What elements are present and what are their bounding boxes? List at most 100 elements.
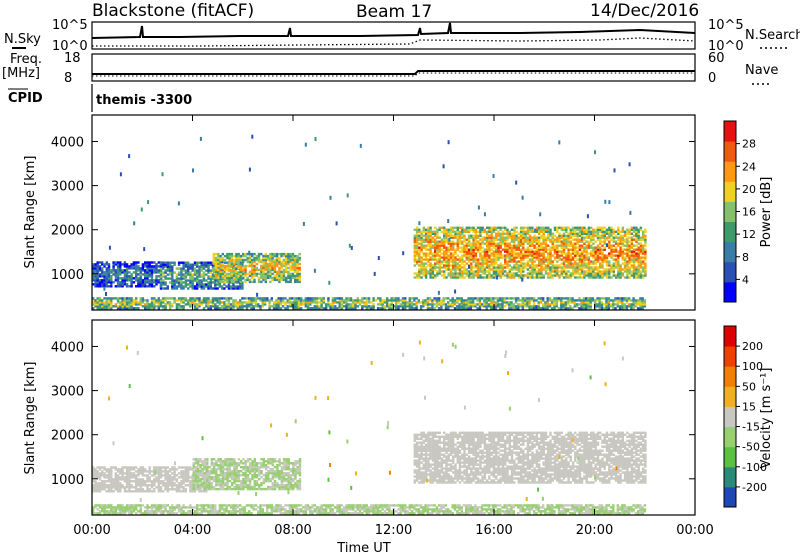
data-cell — [110, 474, 113, 477]
data-cell — [110, 303, 113, 306]
data-cell — [132, 468, 136, 471]
data-cell — [526, 264, 530, 267]
nsky-tick-bottom: 10^0 — [52, 39, 88, 54]
data-cell — [531, 272, 534, 275]
data-cell — [471, 303, 475, 306]
data-cell — [560, 262, 563, 265]
data-cell — [159, 470, 163, 473]
data-cell — [517, 270, 520, 273]
data-cell — [474, 252, 478, 255]
data-cell — [476, 266, 480, 269]
data-cell — [635, 230, 638, 233]
data-cell — [556, 250, 559, 253]
data-cell — [501, 226, 505, 229]
data-cell — [553, 248, 557, 251]
data-cell — [632, 254, 636, 257]
data-cell — [635, 238, 638, 241]
data-cell — [153, 307, 156, 310]
data-cell — [119, 490, 122, 493]
colorbar-swatch — [724, 281, 736, 303]
data-cell — [499, 299, 502, 302]
data-cell — [128, 470, 131, 473]
data-cell — [123, 283, 127, 286]
data-cell — [107, 484, 111, 487]
data-cell — [225, 305, 228, 308]
data-cell — [454, 230, 457, 233]
data-cell — [485, 305, 488, 308]
data-speck — [346, 193, 349, 198]
data-cell — [418, 252, 421, 255]
data-cell — [130, 480, 133, 483]
data-cell — [198, 303, 201, 306]
data-cell — [296, 280, 299, 284]
data-cell — [492, 260, 496, 263]
data-cell — [443, 254, 446, 257]
data-cell — [130, 277, 133, 280]
data-cell — [519, 226, 523, 229]
data-cell — [168, 261, 172, 264]
data-cell — [282, 258, 286, 262]
data-cell — [492, 226, 496, 229]
data-cell — [483, 272, 487, 275]
data-cell — [531, 258, 534, 261]
data-cell — [168, 273, 172, 276]
data-cell — [153, 269, 156, 272]
data-cell — [474, 303, 477, 306]
data-cell — [463, 272, 466, 275]
data-cell — [162, 273, 165, 276]
data-cell — [285, 280, 288, 284]
data-cell — [598, 303, 601, 306]
data-cell — [198, 269, 201, 272]
data-cell — [180, 480, 183, 483]
data-cell — [601, 232, 604, 235]
data-cell — [587, 234, 591, 237]
data-cell — [420, 250, 423, 253]
data-cell — [551, 274, 554, 277]
data-cell — [564, 297, 567, 300]
data-cell — [137, 279, 140, 282]
data-cell — [519, 228, 523, 231]
data-cell — [223, 271, 226, 274]
data-cell — [576, 236, 579, 239]
data-cell — [121, 470, 124, 473]
data-cell — [415, 234, 419, 237]
data-cell — [585, 252, 588, 255]
data-cell — [454, 226, 457, 229]
data-cell — [219, 270, 222, 274]
data-cell — [533, 266, 536, 269]
data-cell — [427, 226, 430, 229]
data-cell — [569, 305, 572, 308]
data-cell — [510, 256, 514, 259]
data-cell — [291, 264, 295, 268]
data-cell — [225, 307, 228, 310]
data-cell — [486, 234, 489, 237]
data-cell — [612, 307, 615, 310]
data-cell — [623, 238, 627, 241]
data-cell — [558, 226, 561, 229]
data-cell — [413, 254, 416, 257]
data-cell — [547, 228, 550, 231]
data-cell — [540, 262, 543, 265]
data-cell — [521, 307, 524, 310]
data-cell — [116, 265, 120, 268]
data-cell — [125, 305, 129, 308]
data-cell — [171, 476, 174, 479]
data-cell — [128, 486, 131, 489]
data-cell — [585, 264, 588, 267]
data-cell — [132, 480, 136, 483]
data-cell — [470, 250, 473, 253]
data-cell — [271, 264, 274, 268]
data-cell — [440, 226, 444, 229]
data-cell — [495, 236, 498, 239]
data-cell — [576, 262, 579, 265]
data-cell — [490, 305, 493, 308]
data-cell — [211, 287, 215, 290]
data-cell — [585, 299, 588, 302]
data-cell — [531, 276, 534, 279]
data-cell — [515, 254, 518, 257]
data-cell — [551, 232, 554, 235]
data-cell — [189, 279, 192, 282]
data-cell — [381, 305, 384, 308]
data-cell — [128, 297, 131, 300]
data-cell — [132, 472, 136, 475]
